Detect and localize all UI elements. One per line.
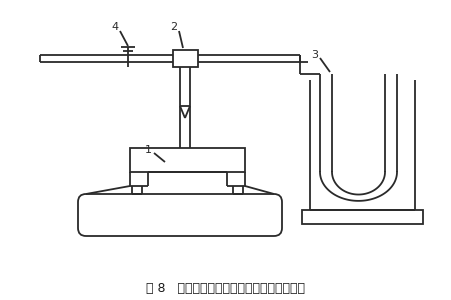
- Text: 图 8   自救器呼吸系统气密性试验装置示意图: 图 8 自救器呼吸系统气密性试验装置示意图: [146, 281, 305, 295]
- Text: 3: 3: [312, 50, 318, 60]
- Text: 1: 1: [144, 145, 152, 155]
- Bar: [130, 148, 245, 172]
- Bar: [173, 50, 198, 67]
- Text: 2: 2: [170, 22, 178, 32]
- Bar: [302, 210, 423, 224]
- Text: 4: 4: [111, 22, 119, 32]
